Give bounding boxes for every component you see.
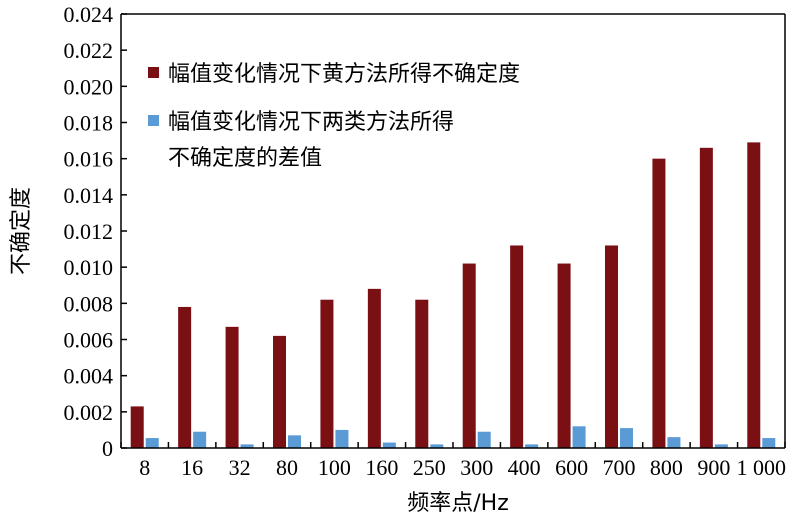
bar-series-2-13	[762, 438, 776, 448]
x-tick-label: 1 000	[737, 455, 787, 480]
y-tick-label: 0.002	[64, 400, 114, 425]
bar-series-2-2	[240, 444, 254, 448]
x-tick-label: 900	[697, 455, 730, 480]
bar-series-1-8	[510, 245, 524, 448]
bar-series-2-0	[145, 438, 159, 448]
x-tick-label: 160	[365, 455, 398, 480]
y-tick-label: 0.010	[64, 255, 114, 280]
x-tick-label: 700	[603, 455, 636, 480]
x-tick-label: 32	[229, 455, 251, 480]
x-tick-label: 300	[460, 455, 493, 480]
y-tick-label: 0.008	[64, 291, 114, 316]
bar-series-2-1	[193, 431, 207, 448]
bar-series-2-3	[288, 435, 301, 448]
x-tick-label: 600	[555, 455, 588, 480]
x-tick-label: 800	[650, 455, 683, 480]
bar-series-1-11	[652, 158, 666, 448]
y-tick-label: 0.022	[64, 38, 114, 63]
y-tick-label: 0.012	[64, 219, 114, 244]
y-tick-label: 0.014	[64, 183, 114, 208]
bar-series-1-10	[605, 245, 618, 448]
x-tick-label: 250	[413, 455, 446, 480]
bar-series-2-10	[620, 428, 633, 448]
bar-series-1-12	[699, 147, 713, 449]
bar-series-1-0	[130, 406, 144, 448]
x-tick-label: 400	[508, 455, 541, 480]
bar-series-2-9	[572, 426, 586, 448]
legend-swatch-series-1	[148, 67, 159, 78]
bar-series-1-1	[178, 306, 192, 448]
bar-series-2-6	[430, 444, 444, 448]
y-tick-label: 0.024	[64, 2, 114, 27]
bar-series-2-11	[667, 437, 681, 448]
bar-series-2-7	[477, 431, 491, 448]
bar-series-1-13	[747, 142, 761, 448]
y-tick-label: 0.020	[64, 74, 114, 99]
bar-series-1-5	[367, 288, 381, 448]
bar-series-1-6	[415, 299, 429, 448]
y-tick-label: 0.006	[64, 328, 114, 353]
legend-label-series-2-line-2: 不确定度的差值	[168, 146, 322, 171]
y-ticks-group: 0 0.002 0.004 0.006 0.008 0.010 0.012 0.014 0.01…	[64, 2, 127, 461]
x-ticks-group: 8 16 32 80 100 160 250 300 400 600 700 800 900 1 000	[120, 442, 787, 480]
bar-series-2-8	[525, 444, 539, 448]
x-tick-label: 8	[139, 455, 150, 480]
y-tick-label: 0.016	[64, 147, 114, 172]
legend-label-series-1: 幅值变化情况下黄方法所得不确定度	[168, 62, 520, 87]
bars-group	[130, 142, 776, 449]
bar-series-1-9	[557, 263, 571, 448]
legend-label-series-2-line-1: 幅值变化情况下两类方法所得	[168, 110, 454, 135]
y-axis-title: 不确定度	[9, 187, 34, 275]
bar-series-1-2	[225, 326, 239, 448]
legend: 幅值变化情况下黄方法所得不确定度 幅值变化情况下两类方法所得 不确定度的差值	[148, 62, 520, 171]
bar-series-2-4	[335, 429, 349, 448]
y-tick-label: 0.004	[64, 364, 114, 389]
bar-series-1-7	[462, 263, 476, 448]
x-axis-title: 频率点/Hz	[407, 491, 509, 516]
x-tick-label: 80	[276, 455, 298, 480]
y-tick-label: 0.018	[64, 111, 114, 136]
y-tick-label: 0	[102, 436, 113, 461]
bar-series-1-3	[273, 335, 286, 448]
bar-series-1-4	[320, 299, 334, 448]
bar-series-2-12	[714, 444, 728, 448]
legend-swatch-series-2	[148, 115, 159, 126]
bar-series-2-5	[382, 442, 396, 448]
x-tick-label: 100	[318, 455, 351, 480]
x-tick-label: 16	[181, 455, 203, 480]
